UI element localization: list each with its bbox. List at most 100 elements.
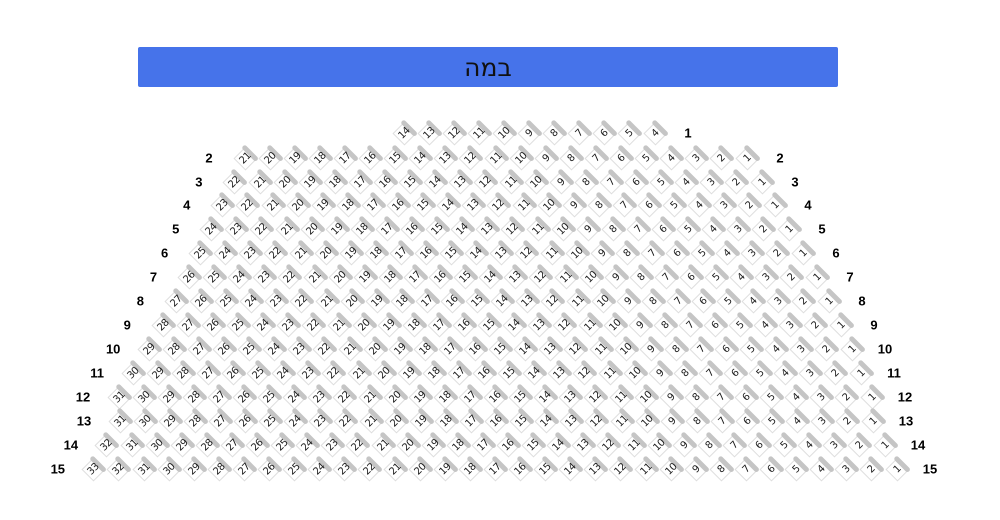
seat[interactable]: 9 (517, 118, 543, 146)
seat[interactable]: 13 (417, 118, 443, 146)
seat[interactable]: 2 (765, 238, 792, 266)
seat[interactable]: 3 (684, 143, 711, 171)
seat[interactable]: 7 (666, 286, 692, 314)
seat[interactable]: 2 (847, 430, 874, 458)
seat[interactable]: 8 (615, 238, 641, 266)
seat[interactable]: 11 (553, 262, 580, 290)
seat[interactable]: 9 (684, 454, 710, 482)
seat[interactable]: 16 (463, 334, 489, 362)
seat[interactable]: 19 (311, 190, 337, 218)
seat[interactable]: 22 (277, 262, 304, 290)
seat[interactable]: 5 (748, 358, 775, 386)
seat[interactable]: 18 (350, 214, 376, 242)
seat[interactable]: 20 (340, 286, 366, 314)
seat[interactable]: 9 (576, 214, 602, 242)
seat[interactable]: 10 (623, 358, 649, 386)
seat[interactable]: 10 (579, 262, 605, 290)
seat[interactable]: 5 (784, 454, 811, 482)
seat[interactable]: 17 (403, 262, 429, 290)
seat[interactable]: 13 (558, 382, 585, 410)
seat[interactable]: 20 (273, 167, 299, 195)
seat[interactable]: 7 (612, 190, 638, 218)
seat[interactable]: 7 (722, 430, 748, 458)
seat[interactable]: 22 (345, 430, 372, 458)
seat[interactable]: 9 (534, 143, 560, 171)
seat[interactable]: 12 (540, 286, 567, 314)
seat[interactable]: 21 (370, 430, 397, 458)
seat[interactable]: 30 (121, 358, 147, 386)
seat[interactable]: 6 (735, 406, 761, 434)
seat[interactable]: 4 (674, 167, 701, 195)
seat[interactable]: 22 (235, 190, 262, 218)
seat[interactable]: 13 (527, 310, 554, 338)
seat[interactable]: 8 (601, 214, 627, 242)
seat[interactable]: 2 (859, 454, 886, 482)
seat[interactable]: 3 (778, 310, 805, 338)
seat[interactable]: 6 (624, 167, 650, 195)
seat[interactable]: 18 (364, 238, 390, 266)
seat[interactable]: 28 (182, 382, 208, 410)
seat[interactable]: 5 (617, 118, 644, 146)
seat[interactable]: 4 (784, 382, 811, 410)
seat[interactable]: 2 (737, 190, 764, 218)
seat[interactable]: 18 (446, 430, 472, 458)
seat[interactable]: 8 (629, 262, 655, 290)
seat[interactable]: 24 (251, 310, 278, 338)
seat[interactable]: 22 (263, 238, 290, 266)
seat[interactable]: 8 (673, 358, 699, 386)
seat[interactable]: 18 (323, 167, 349, 195)
seat[interactable]: 3 (699, 167, 726, 195)
seat[interactable]: 22 (332, 382, 359, 410)
seat[interactable]: 1 (848, 358, 875, 386)
seat[interactable]: 24 (199, 214, 226, 242)
seat[interactable]: 5 (760, 406, 787, 434)
seat[interactable]: 18 (434, 406, 460, 434)
seat[interactable]: 17 (447, 358, 473, 386)
seat[interactable]: 1 (762, 190, 789, 218)
seat[interactable]: 25 (270, 430, 297, 458)
seat[interactable]: 1 (749, 167, 776, 195)
seat[interactable]: 1 (790, 238, 817, 266)
seat[interactable]: 26 (212, 334, 238, 362)
seat[interactable]: 27 (187, 334, 213, 362)
seat[interactable]: 10 (551, 214, 577, 242)
seat[interactable]: 23 (296, 358, 323, 386)
seat[interactable]: 26 (245, 430, 271, 458)
seat[interactable]: 20 (286, 190, 312, 218)
seat[interactable]: 25 (226, 310, 253, 338)
seat[interactable]: 17 (483, 454, 509, 482)
seat[interactable]: 16 (428, 262, 454, 290)
seat[interactable]: 16 (414, 238, 440, 266)
seat[interactable]: 18 (402, 310, 428, 338)
seat[interactable]: 23 (238, 238, 265, 266)
seat[interactable]: 18 (390, 286, 416, 314)
seat[interactable]: 13 (559, 406, 586, 434)
seat[interactable]: 2 (835, 406, 862, 434)
seat[interactable]: 25 (246, 358, 273, 386)
seat[interactable]: 3 (809, 382, 836, 410)
seat[interactable]: 28 (162, 334, 188, 362)
seat[interactable]: 31 (107, 406, 134, 434)
seat[interactable]: 15 (477, 310, 504, 338)
seat[interactable]: 4 (753, 310, 780, 338)
seat[interactable]: 23 (308, 406, 335, 434)
seat[interactable]: 7 (678, 310, 704, 338)
seat[interactable]: 18 (433, 382, 459, 410)
seat[interactable]: 8 (709, 454, 735, 482)
seat[interactable]: 15 (425, 214, 452, 242)
seat[interactable]: 10 (634, 382, 660, 410)
seat[interactable]: 11 (511, 190, 538, 218)
seat[interactable]: 19 (397, 358, 423, 386)
seat[interactable]: 20 (384, 406, 410, 434)
seat[interactable]: 29 (157, 382, 183, 410)
seat[interactable]: 20 (300, 214, 326, 242)
seat[interactable]: 15 (439, 238, 466, 266)
seat[interactable]: 7 (710, 406, 736, 434)
seat[interactable]: 14 (436, 190, 463, 218)
seat[interactable]: 23 (332, 454, 359, 482)
seat[interactable]: 19 (409, 406, 435, 434)
seat[interactable]: 21 (314, 286, 341, 314)
seat[interactable]: 5 (634, 143, 661, 171)
seat[interactable]: 12 (583, 382, 610, 410)
seat[interactable]: 18 (458, 454, 484, 482)
